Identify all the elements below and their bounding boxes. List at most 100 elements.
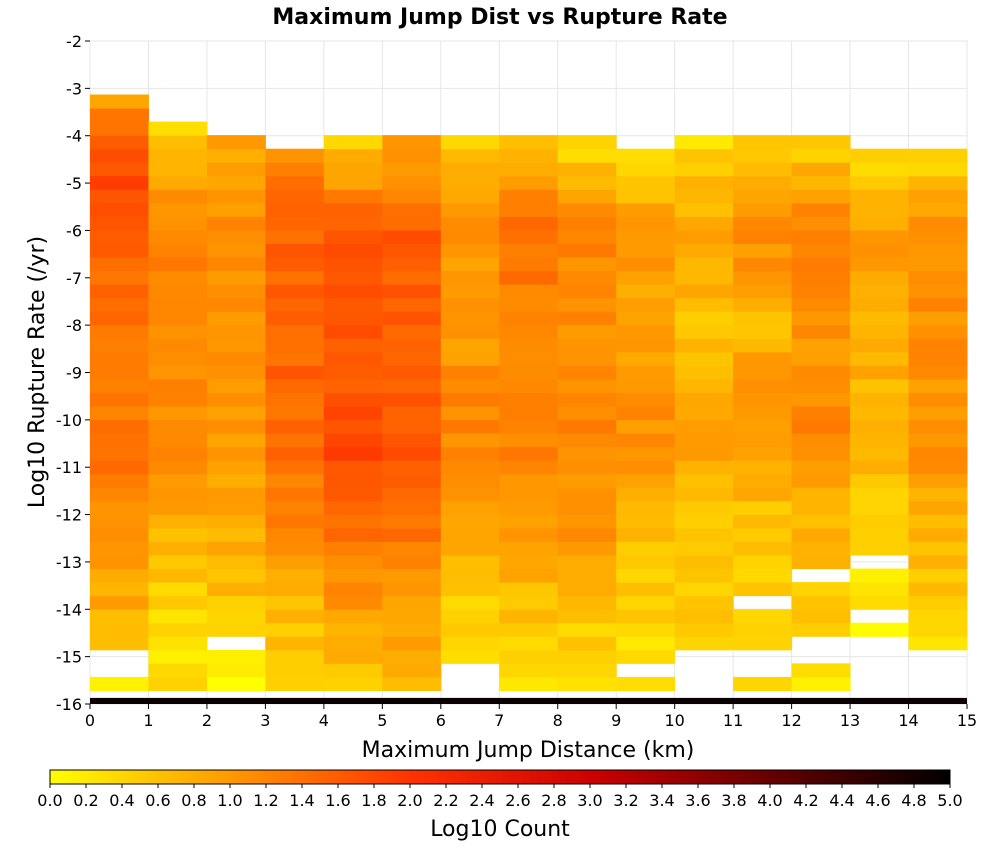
heatmap-cell [616, 243, 676, 258]
heatmap-cell [499, 460, 559, 475]
heatmap-cell [733, 500, 793, 515]
heatmap-cell [440, 527, 500, 542]
heatmap-cell [908, 609, 968, 624]
heatmap-cell [499, 270, 559, 285]
x-tick-label: 0 [85, 711, 95, 730]
heatmap-cell [499, 649, 559, 664]
heatmap-cell [557, 568, 617, 583]
heatmap-cell [616, 202, 676, 217]
heatmap-cell [323, 148, 383, 163]
heatmap-cell [323, 609, 383, 624]
chart-title: Maximum Jump Dist vs Rupture Rate [272, 5, 727, 30]
heatmap-cell [850, 202, 910, 217]
x-tick-label: 9 [611, 711, 621, 730]
heatmap-cell [265, 541, 325, 556]
heatmap-cell [616, 365, 676, 380]
heatmap-cell [850, 527, 910, 542]
heatmap-cell [382, 663, 442, 678]
heatmap-cell [557, 338, 617, 353]
colorbar-tick-label: 2.4 [469, 791, 494, 810]
heatmap-cell [791, 622, 851, 637]
heatmap-cell [265, 582, 325, 597]
heatmap-cell [206, 487, 266, 502]
heatmap-cell [265, 433, 325, 448]
heatmap-cell [616, 582, 676, 597]
heatmap-cell [908, 514, 968, 529]
heatmap-cell [674, 148, 734, 163]
heatmap-cell [440, 514, 500, 529]
heatmap-cell [90, 175, 149, 190]
heatmap-cell [90, 216, 149, 231]
heatmap-cell [265, 257, 325, 272]
heatmap-cell [206, 189, 266, 204]
colorbar-tick-label: 2.8 [541, 791, 566, 810]
heatmap-cell [616, 297, 676, 312]
heatmap-cell [908, 568, 968, 583]
heatmap-cell [499, 351, 559, 366]
heatmap-cell [616, 446, 676, 461]
heatmap-cell [265, 162, 325, 177]
heatmap-cell [499, 175, 559, 190]
heatmap-cell [557, 473, 617, 488]
heatmap-cell [616, 487, 676, 502]
heatmap-cell [791, 406, 851, 421]
heatmap-cell [382, 636, 442, 651]
heatmap-cell [382, 311, 442, 326]
heatmap-cell [733, 487, 793, 502]
heatmap-cell [733, 365, 793, 380]
heatmap-cell [557, 446, 617, 461]
colorbar-tick-label: 4.2 [793, 791, 818, 810]
heatmap-cell [90, 135, 149, 150]
heatmap-cell [616, 649, 676, 664]
heatmap-cell [382, 392, 442, 407]
heatmap-cell [265, 189, 325, 204]
heatmap-cell [908, 148, 968, 163]
heatmap-cell [791, 609, 851, 624]
heatmap-cell [791, 555, 851, 570]
heatmap-cell [206, 582, 266, 597]
heatmap-cell [382, 500, 442, 515]
heatmap-bottom-row [90, 697, 967, 704]
heatmap-cell [382, 649, 442, 664]
colorbar-tick-label: 4.0 [757, 791, 782, 810]
heatmap-cell [323, 257, 383, 272]
heatmap-cell [90, 243, 149, 258]
heatmap-cell [616, 148, 676, 163]
heatmap-cell [148, 243, 208, 258]
heatmap-cell [791, 284, 851, 299]
heatmap-cell [908, 378, 968, 393]
heatmap-cell [557, 595, 617, 610]
heatmap-cell [440, 311, 500, 326]
heatmap-cell [148, 663, 208, 678]
heatmap-cell [265, 636, 325, 651]
heatmap-cell [148, 162, 208, 177]
heatmap-cell [206, 297, 266, 312]
y-tick-label: -4 [66, 127, 82, 146]
heatmap-cell [850, 622, 910, 637]
heatmap-cell [733, 216, 793, 231]
heatmap-cell [850, 243, 910, 258]
heatmap-cell [499, 189, 559, 204]
heatmap-cell [499, 487, 559, 502]
heatmap-cell [733, 297, 793, 312]
heatmap-cell [148, 406, 208, 421]
y-tick-label: -12 [56, 506, 82, 525]
heatmap-cell [265, 514, 325, 529]
heatmap-cell [148, 378, 208, 393]
heatmap-cell [440, 555, 500, 570]
colorbar-tick-label: 1.4 [289, 791, 314, 810]
heatmap-cell [908, 365, 968, 380]
heatmap-cell [557, 582, 617, 597]
heatmap-cell [616, 568, 676, 583]
heatmap-cell [90, 270, 149, 285]
heatmap-cell [265, 148, 325, 163]
heatmap-cell [90, 636, 149, 651]
colorbar-tick-label: 3.8 [721, 791, 746, 810]
heatmap-cell [557, 676, 617, 691]
heatmap-cell [90, 406, 149, 421]
heatmap-cell [850, 446, 910, 461]
heatmap-cell [791, 162, 851, 177]
heatmap-cell [323, 446, 383, 461]
heatmap-cell [382, 568, 442, 583]
heatmap-cell [148, 541, 208, 556]
